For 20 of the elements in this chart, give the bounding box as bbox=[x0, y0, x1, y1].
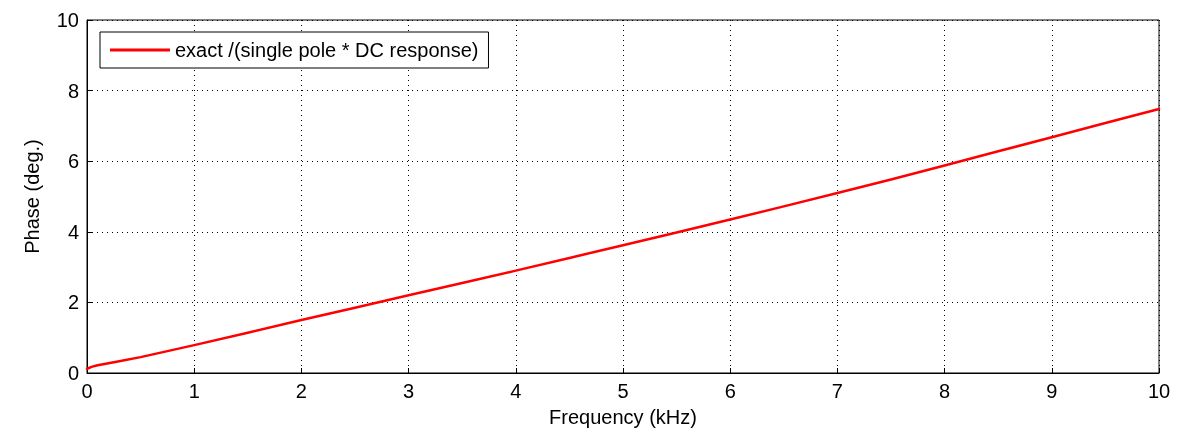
y-tick-label: 6 bbox=[67, 150, 79, 173]
y-tick-label: 4 bbox=[67, 220, 79, 243]
x-tick-label: 10 bbox=[1147, 380, 1171, 402]
x-tick-label: 1 bbox=[188, 380, 200, 402]
y-tick-label: 10 bbox=[56, 9, 79, 31]
x-axis-title: Frequency (kHz) bbox=[549, 406, 697, 428]
x-tick-label: 5 bbox=[617, 380, 629, 402]
x-tick-label: 4 bbox=[510, 380, 522, 402]
x-tick-label: 7 bbox=[831, 380, 843, 402]
x-tick-label: 0 bbox=[81, 380, 93, 402]
x-tick-label: 2 bbox=[295, 380, 307, 402]
y-tick-label: 8 bbox=[67, 79, 79, 102]
y-axis-title: Phase (deg.) bbox=[21, 139, 43, 254]
x-tick-label: 8 bbox=[939, 380, 951, 402]
x-tick-label: 6 bbox=[724, 380, 736, 402]
legend-label: exact /(single pole * DC response) bbox=[175, 39, 479, 61]
x-tick-label: 9 bbox=[1046, 380, 1058, 402]
y-tick-label: 2 bbox=[67, 291, 79, 314]
x-tick-label: 3 bbox=[403, 380, 415, 402]
y-tick-label: 0 bbox=[67, 362, 79, 384]
